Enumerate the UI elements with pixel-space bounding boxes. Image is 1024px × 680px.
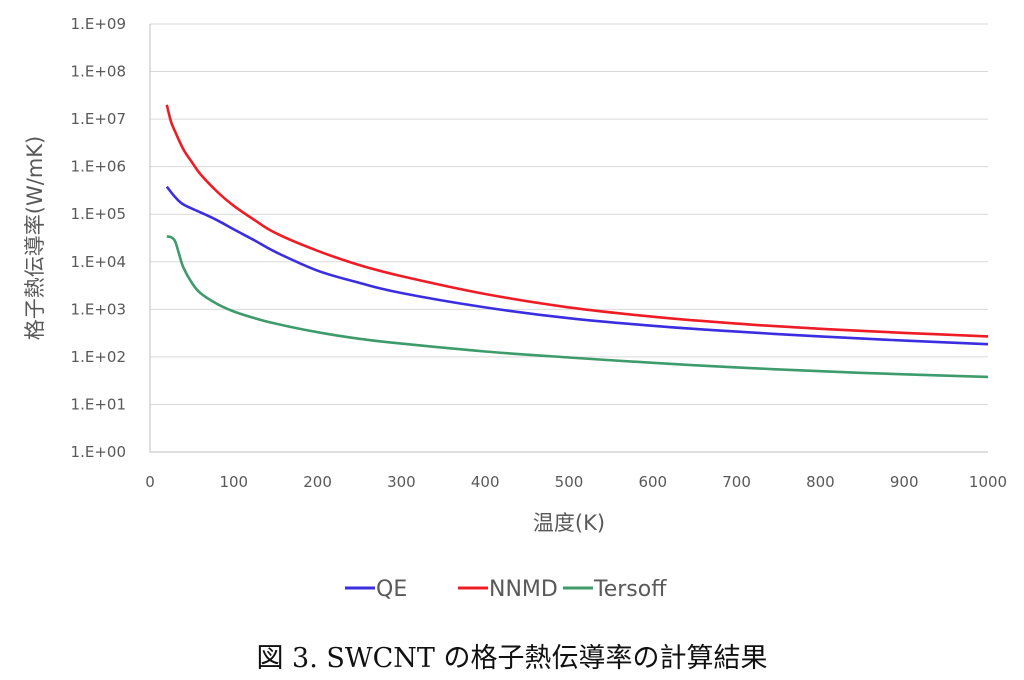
legend-label-qe: QE <box>376 577 407 602</box>
y-tick-label: 1.E+07 <box>71 110 126 128</box>
series-lines <box>165 104 989 379</box>
legend-label-nnmd: NNMD <box>489 577 558 602</box>
x-tick-label: 700 <box>722 473 751 491</box>
series-line-tersoff <box>166 235 989 379</box>
line-chart: 1.E+00 1.E+01 1.E+02 1.E+03 1.E+04 1.E+05 1.E+… <box>23 15 1007 602</box>
legend-label-tersoff: Tersoff <box>593 577 667 602</box>
x-tick-label: 800 <box>806 473 835 491</box>
x-tick-label: 0 <box>145 473 155 491</box>
y-tick-label: 1.E+05 <box>71 205 126 223</box>
x-tick-label: 1000 <box>969 473 1007 491</box>
gridlines <box>150 23 988 405</box>
y-tick-label: 1.E+03 <box>71 300 126 318</box>
x-tick-label: 500 <box>555 473 584 491</box>
x-tick-labels: 0 100 200 300 400 500 600 700 800 900 1000 <box>145 473 1007 491</box>
x-tick-label: 100 <box>219 473 248 491</box>
figure-caption: 図 3. SWCNT の格子熱伝導率の計算結果 <box>256 643 768 674</box>
y-tick-label: 1.E+01 <box>71 395 126 413</box>
x-tick-label: 300 <box>387 473 416 491</box>
y-tick-label: 1.E+06 <box>71 158 126 176</box>
legend: QE NNMD Tersoff <box>345 577 667 602</box>
y-axis-title: 格子熱伝導率(W/mK) <box>23 136 47 340</box>
x-axis-title: 温度(K) <box>533 511 605 535</box>
y-tick-label: 1.E+08 <box>71 63 126 81</box>
x-tick-label: 900 <box>890 473 919 491</box>
y-tick-label: 1.E+09 <box>71 15 126 33</box>
y-tick-labels: 1.E+00 1.E+01 1.E+02 1.E+03 1.E+04 1.E+05 1.E+… <box>71 15 126 461</box>
y-tick-label: 1.E+02 <box>71 348 126 366</box>
y-tick-label: 1.E+00 <box>71 443 126 461</box>
x-tick-label: 400 <box>471 473 500 491</box>
x-tick-label: 200 <box>303 473 332 491</box>
series-line-qe <box>165 185 989 346</box>
series-line-nnmd <box>165 104 989 338</box>
x-tick-label: 600 <box>638 473 667 491</box>
y-tick-label: 1.E+04 <box>71 253 126 271</box>
